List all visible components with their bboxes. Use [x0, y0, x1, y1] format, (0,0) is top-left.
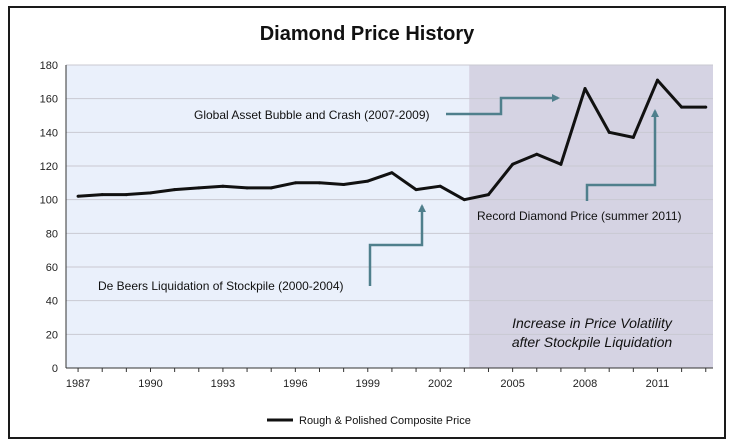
composite-price-point	[173, 188, 177, 192]
composite-price-point	[655, 78, 659, 82]
record-price-arrow	[585, 109, 659, 201]
annotation-volatility-line2: after Stockpile Liquidation	[512, 334, 673, 350]
y-tick-label: 120	[40, 161, 58, 173]
composite-price-point	[559, 162, 563, 166]
composite-price-point	[535, 152, 539, 156]
composite-price-point	[76, 194, 80, 198]
y-tick-label: 0	[52, 363, 58, 375]
x-tick-label: 2008	[573, 378, 597, 390]
composite-price-point	[197, 186, 201, 190]
x-tick-label: 1999	[356, 378, 380, 390]
annotation-volatility-line1: Increase in Price Volatility	[512, 315, 673, 331]
y-tick-label: 160	[40, 94, 58, 106]
composite-price-point	[704, 105, 708, 109]
chart-title: Diamond Price History	[260, 23, 475, 45]
diamond-price-chart: Diamond Price History 0 20 40 60 80 100 120 140…	[40, 23, 713, 427]
composite-price-point	[293, 181, 297, 185]
composite-price-point	[511, 162, 515, 166]
composite-price-point	[414, 188, 418, 192]
y-tick-label: 180	[40, 60, 58, 72]
x-tick-label: 1993	[211, 378, 235, 390]
x-tick-label: 2002	[428, 378, 452, 390]
x-tick-label: 2011	[646, 378, 670, 390]
composite-price-point	[607, 130, 611, 134]
composite-price-point	[221, 184, 225, 188]
liquidation-arrow	[368, 204, 426, 286]
bubble-arrow	[446, 94, 560, 116]
composite-price-point	[342, 183, 346, 187]
x-tick-label: 1987	[66, 378, 90, 390]
composite-price-point	[631, 135, 635, 139]
composite-price-point	[245, 186, 249, 190]
legend: Rough & Polished Composite Price	[267, 415, 471, 427]
x-tick-label: 1990	[138, 378, 162, 390]
composite-price-point	[317, 181, 321, 185]
y-tick-label: 60	[46, 262, 58, 274]
composite-price-point	[390, 171, 394, 175]
annotation-bubble: Global Asset Bubble and Crash (2007-2009…	[194, 108, 429, 122]
x-tick-label: 1996	[283, 378, 307, 390]
chart-frame: Diamond Price History 0 20 40 60 80 100 120 140…	[8, 6, 726, 439]
composite-price-point	[438, 184, 442, 188]
composite-price-point	[583, 87, 587, 91]
composite-price-point	[124, 193, 128, 197]
y-tick-label: 20	[46, 329, 58, 341]
composite-price-point	[462, 198, 466, 202]
annotation-record-price: Record Diamond Price (summer 2011)	[477, 209, 682, 223]
y-tick-label: 80	[46, 228, 58, 240]
composite-price-point	[680, 105, 684, 109]
annotation-liquidation: De Beers Liquidation of Stockpile (2000-…	[98, 279, 343, 293]
volatility-shaded-region	[469, 65, 713, 368]
y-tick-label: 100	[40, 195, 58, 207]
composite-price-point	[148, 191, 152, 195]
composite-price-point	[100, 193, 104, 197]
composite-price-point	[486, 193, 490, 197]
x-tick-label: 2005	[500, 378, 524, 390]
pre-liquidation-background	[66, 65, 470, 368]
y-tick-label: 40	[46, 296, 58, 308]
y-tick-label: 140	[40, 127, 58, 139]
legend-label: Rough & Polished Composite Price	[299, 415, 471, 427]
composite-price-point	[269, 186, 273, 190]
composite-price-point	[366, 179, 370, 183]
